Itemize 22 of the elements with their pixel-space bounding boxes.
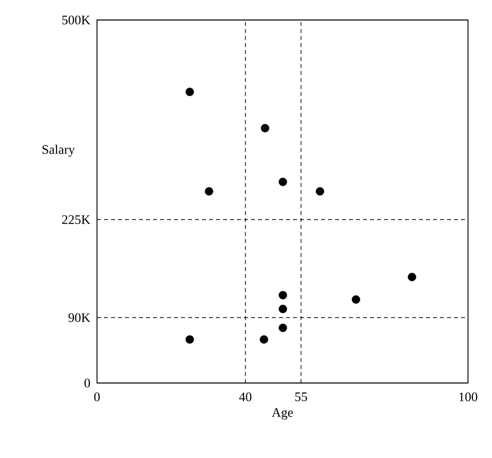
x-axis-title: Age (272, 408, 293, 420)
point (352, 295, 360, 304)
y-tick-label: 0 (84, 378, 90, 388)
y-tick-label: 225K (62, 215, 90, 224)
point (186, 335, 194, 344)
x-tick-label: 100 (459, 392, 478, 402)
point (278, 304, 288, 314)
y-axis-title: Salary (42, 144, 75, 157)
point (278, 324, 288, 332)
point (316, 187, 324, 196)
point (186, 88, 194, 96)
point (260, 124, 270, 132)
point (278, 178, 288, 186)
point (204, 187, 214, 196)
y-tick-label: 90K (68, 313, 90, 322)
x-tick-label: 55 (295, 392, 308, 402)
point (278, 290, 288, 300)
x-tick-label: 0 (94, 392, 100, 402)
x-tick-label: 40 (239, 392, 252, 402)
point (408, 272, 416, 282)
point (260, 335, 268, 344)
y-tick-label: 500K (62, 16, 90, 24)
